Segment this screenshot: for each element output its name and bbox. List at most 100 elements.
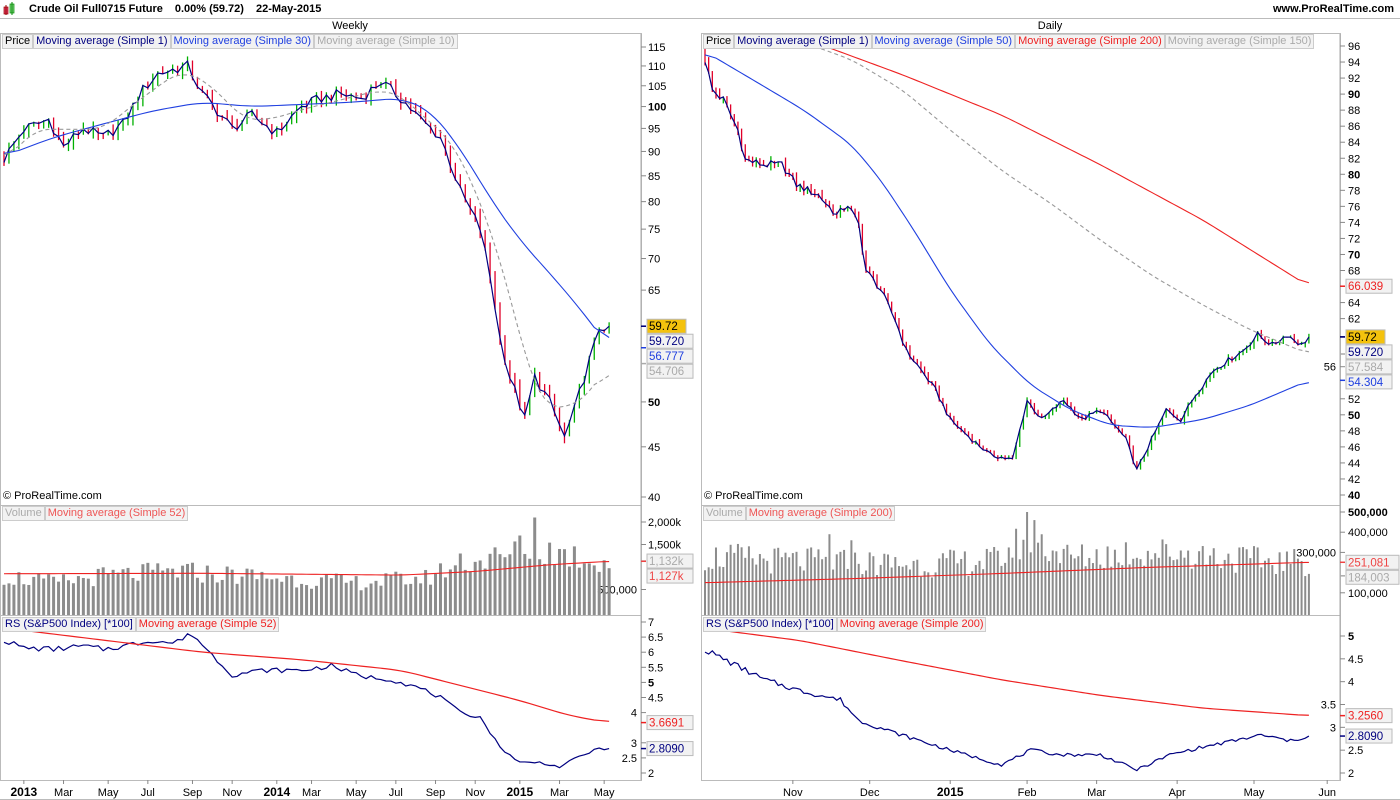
weekly-price-legend-item[interactable]: Moving average (Simple 30) — [170, 34, 315, 49]
weekly-x-tick-label: 2014 — [263, 785, 290, 799]
volume-bar — [993, 547, 996, 615]
daily-volume-legend-item[interactable]: Volume — [703, 506, 746, 521]
weekly-x-tick-label: Mar — [54, 787, 73, 799]
volume-bar — [205, 565, 209, 615]
daily-price-tick-label: 82 — [1348, 153, 1360, 165]
weekly-price-value-tag — [646, 318, 687, 334]
volume-bar — [240, 576, 244, 615]
daily-rs-legend-item[interactable]: RS (S&P500 Index) [*100] — [703, 617, 837, 632]
volume-bar — [1048, 561, 1051, 615]
volume-bar — [718, 566, 721, 615]
volume-bar — [275, 578, 279, 615]
daily-price-tick-label: 88 — [1348, 105, 1360, 117]
volume-bar — [1242, 547, 1245, 615]
daily-price-tick-label: 74 — [1348, 217, 1360, 229]
weekly-rs-value-tag-text: 3.6691 — [649, 718, 684, 730]
volume-bar — [116, 572, 120, 615]
daily-price-legend-item[interactable]: Moving average (Simple 1) — [734, 34, 872, 49]
volume-bar — [404, 584, 408, 615]
volume-bar — [265, 578, 269, 615]
daily-price-value-tag-text: 59.72 — [1348, 332, 1377, 344]
volume-bar — [1289, 563, 1292, 615]
volume-bar — [1139, 559, 1142, 615]
weekly-rs-tick-label: 3 — [631, 738, 637, 750]
volume-bar — [419, 583, 423, 615]
volume-bar — [488, 553, 492, 615]
volume-bar — [989, 551, 992, 615]
volume-bar — [171, 568, 175, 615]
volume-bar — [339, 574, 343, 615]
volume-bar — [1300, 561, 1303, 615]
volume-bar — [1000, 565, 1003, 615]
weekly-volume-value-tag-text: 1,132k — [649, 556, 684, 568]
weekly-timeframe-title: Weekly — [332, 20, 368, 32]
weekly-price-legend-item[interactable]: Price — [2, 34, 34, 49]
weekly-ma1-line — [3, 59, 610, 438]
daily-price-legend-item[interactable]: Moving average (Simple 200) — [1015, 34, 1165, 49]
volume-bar — [483, 568, 487, 615]
volume-bar — [195, 577, 199, 615]
volume-bar — [582, 563, 586, 615]
volume-bar — [1146, 550, 1149, 615]
volume-bar — [762, 558, 765, 615]
daily-rs-legend-item[interactable]: Moving average (Simple 200) — [836, 617, 987, 632]
volume-bar — [1018, 559, 1021, 615]
volume-bar — [854, 552, 857, 615]
weekly-price-tick-label: 115 — [648, 42, 666, 54]
volume-bar — [788, 557, 791, 615]
volume-bar — [1088, 557, 1091, 615]
volume-bar — [597, 571, 601, 615]
weekly-price-legend: Price Moving average (Simple 1) Moving ave… — [2, 34, 458, 49]
volume-bar — [1051, 550, 1054, 615]
site-link[interactable]: www.ProRealTime.com — [1272, 3, 1394, 15]
weekly-price-tick-label: 80 — [648, 197, 660, 209]
volume-bar — [1205, 564, 1208, 615]
daily-volume-tick-label: 400,000 — [1348, 527, 1388, 539]
volume-bar — [1143, 565, 1146, 615]
daily-rs-value-tag — [1345, 708, 1393, 724]
volume-bar — [722, 566, 725, 615]
volume-bar — [821, 559, 824, 615]
volume-bar — [1157, 557, 1160, 615]
volume-bar — [1150, 559, 1153, 615]
volume-bar — [810, 547, 813, 615]
volume-bar — [518, 535, 522, 615]
daily-price-legend-item[interactable]: Price — [703, 34, 735, 49]
volume-bar — [1274, 573, 1277, 615]
weekly-volume-legend-item[interactable]: Volume — [2, 506, 45, 521]
daily-rs-value-tag-text: 2.8090 — [1348, 731, 1383, 743]
volume-bar — [725, 552, 728, 615]
header-left-group: Crude Oil Full0715 Future 0.00% (59.72) … — [3, 2, 321, 16]
daily-price-legend-item[interactable]: Moving average (Simple 150) — [1164, 34, 1315, 49]
weekly-rs-legend-item[interactable]: RS (S&P500 Index) [*100] — [2, 617, 136, 632]
weekly-volume-legend-item[interactable]: Moving average (Simple 52) — [44, 506, 189, 521]
daily-volume-legend-item[interactable]: Moving average (Simple 200) — [745, 506, 896, 521]
volume-bar — [923, 571, 926, 615]
weekly-rs-legend-item[interactable]: Moving average (Simple 52) — [135, 617, 280, 632]
weekly-ma-simple-10-line — [3, 74, 610, 408]
daily-rs-ma-line — [704, 628, 1309, 716]
weekly-price-value-tag-text: 59.720 — [649, 336, 684, 348]
volume-bar — [736, 543, 739, 615]
volume-bar — [755, 564, 758, 615]
volume-bar — [359, 590, 363, 615]
volume-bar — [443, 577, 447, 615]
weekly-price-legend-item[interactable]: Moving average (Simple 1) — [33, 34, 171, 49]
volume-bar — [1095, 549, 1098, 615]
daily-watermark: © ProRealTime.com — [704, 490, 803, 502]
volume-bar — [22, 584, 26, 615]
daily-price-value-tag-text: 66.039 — [1348, 281, 1383, 293]
volume-bar — [558, 548, 562, 615]
volume-bar — [1190, 568, 1193, 615]
volume-bar — [215, 582, 219, 615]
daily-x-tick-label: 2015 — [937, 785, 964, 799]
weekly-price-legend-item[interactable]: Moving average (Simple 10) — [314, 34, 458, 49]
volume-bar — [1117, 562, 1120, 615]
daily-price-legend-item[interactable]: Moving average (Simple 50) — [871, 34, 1016, 49]
daily-price-tick-label: 80 — [1348, 169, 1360, 181]
volume-bar — [245, 568, 249, 615]
volume-bar — [354, 576, 358, 615]
volume-bar — [1183, 557, 1186, 615]
volume-bar — [1194, 563, 1197, 615]
weekly-price-tick-label: 90 — [648, 146, 660, 158]
